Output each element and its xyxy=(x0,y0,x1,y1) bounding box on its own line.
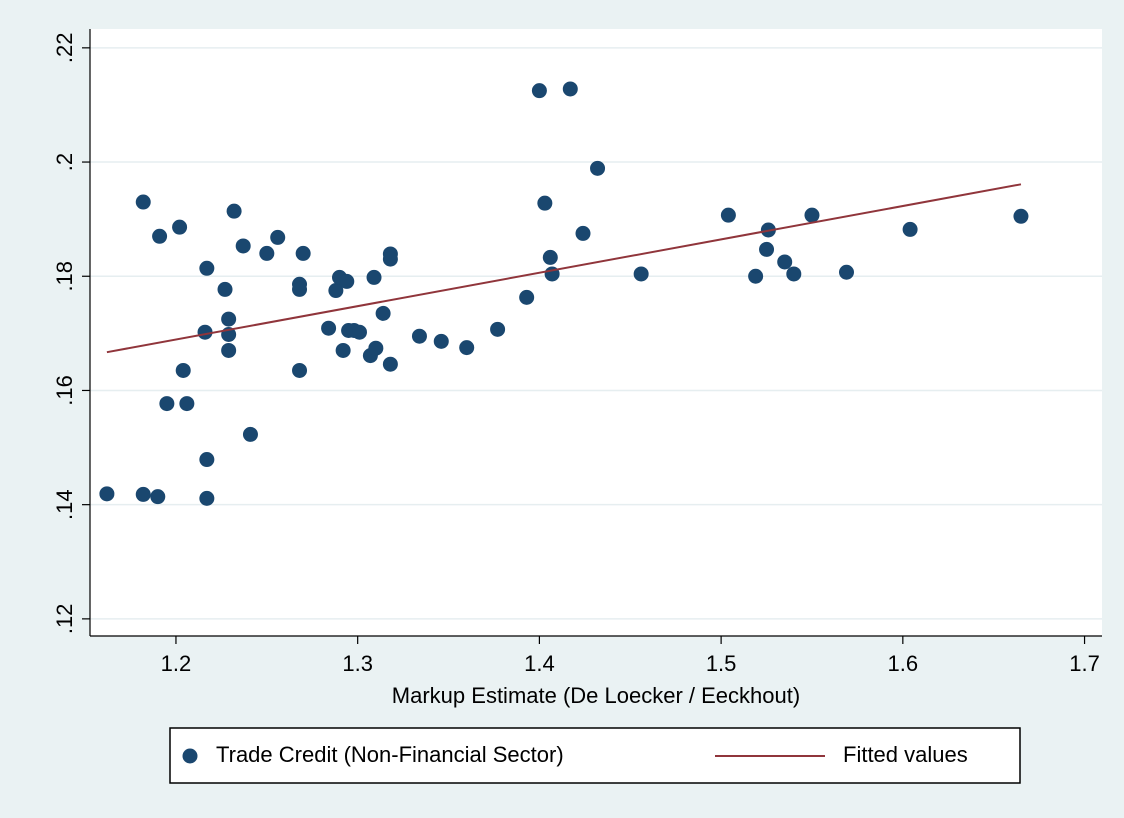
x-axis-label: Markup Estimate (De Loecker / Eeckhout) xyxy=(392,683,800,708)
scatter-point xyxy=(459,340,475,356)
scatter-point xyxy=(1013,208,1029,224)
scatter-point xyxy=(179,396,195,412)
scatter-point xyxy=(902,221,918,237)
x-tick-label: 1.7 xyxy=(1069,651,1100,676)
scatter-point xyxy=(259,245,275,261)
legend-marker xyxy=(182,748,198,764)
scatter-point xyxy=(382,251,398,267)
scatter-point xyxy=(368,340,384,356)
scatter-point xyxy=(150,489,166,505)
y-tick-label: .16 xyxy=(52,375,77,406)
scatter-point xyxy=(328,283,344,299)
x-tick-label: 1.5 xyxy=(706,651,737,676)
scatter-point xyxy=(759,241,775,257)
legend-label: Trade Credit (Non-Financial Sector) xyxy=(216,742,564,767)
fitted-line xyxy=(106,183,1022,354)
scatter-point xyxy=(235,238,251,254)
scatter-point xyxy=(321,320,337,336)
y-tick-label: .22 xyxy=(52,33,77,64)
scatter-point xyxy=(748,268,764,284)
scatter-point xyxy=(199,452,215,468)
y-tick-label: .12 xyxy=(52,604,77,635)
scatter-point xyxy=(351,324,367,340)
y-tick-label: .14 xyxy=(52,489,77,520)
scatter-point xyxy=(490,321,506,337)
scatter-point xyxy=(366,269,382,285)
scatter-point xyxy=(152,228,168,244)
scatter-point xyxy=(633,266,649,282)
scatter-point xyxy=(335,342,351,358)
scatter-point xyxy=(777,254,793,270)
scatter-point xyxy=(270,229,286,245)
scatter-point xyxy=(199,260,215,276)
scatter-point xyxy=(575,225,591,241)
scatter-point xyxy=(562,81,578,97)
scatter-point xyxy=(433,333,449,349)
x-tick-label: 1.6 xyxy=(888,651,919,676)
scatter-point xyxy=(159,396,175,412)
scatter-point xyxy=(804,207,820,223)
y-tick-label: .18 xyxy=(52,261,77,292)
scatter-point xyxy=(382,356,398,372)
scatter-point xyxy=(135,194,151,210)
plot-area xyxy=(90,29,1102,636)
scatter-point xyxy=(221,311,237,327)
scatter-point xyxy=(242,426,258,442)
scatter-point xyxy=(221,342,237,358)
scatter-point xyxy=(292,281,308,297)
scatter-point xyxy=(197,324,213,340)
scatter-point xyxy=(531,83,547,99)
scatter-point xyxy=(537,195,553,211)
x-tick-label: 1.3 xyxy=(342,651,373,676)
scatter-point xyxy=(519,289,535,305)
legend-label: Fitted values xyxy=(843,742,968,767)
x-tick-label: 1.2 xyxy=(161,651,192,676)
legend xyxy=(169,727,1021,784)
scatter-point xyxy=(375,305,391,321)
scatter-point xyxy=(411,328,427,344)
scatter-point xyxy=(295,245,311,261)
scatter-point xyxy=(199,490,215,506)
scatter-point xyxy=(217,281,233,297)
scatter-point xyxy=(99,486,115,502)
scatter-point xyxy=(839,264,855,280)
scatter-point xyxy=(786,266,802,282)
scatter-point xyxy=(720,207,736,223)
scatter-point xyxy=(292,362,308,378)
scatter-point xyxy=(542,249,558,265)
scatter-point xyxy=(172,219,188,235)
scatter-point xyxy=(590,160,606,176)
y-tick-label: .2 xyxy=(52,153,77,171)
x-tick-label: 1.4 xyxy=(524,651,555,676)
scatter-point xyxy=(226,203,242,219)
scatter-point xyxy=(175,362,191,378)
scatter-point xyxy=(339,273,355,289)
scatter-point xyxy=(135,486,151,502)
